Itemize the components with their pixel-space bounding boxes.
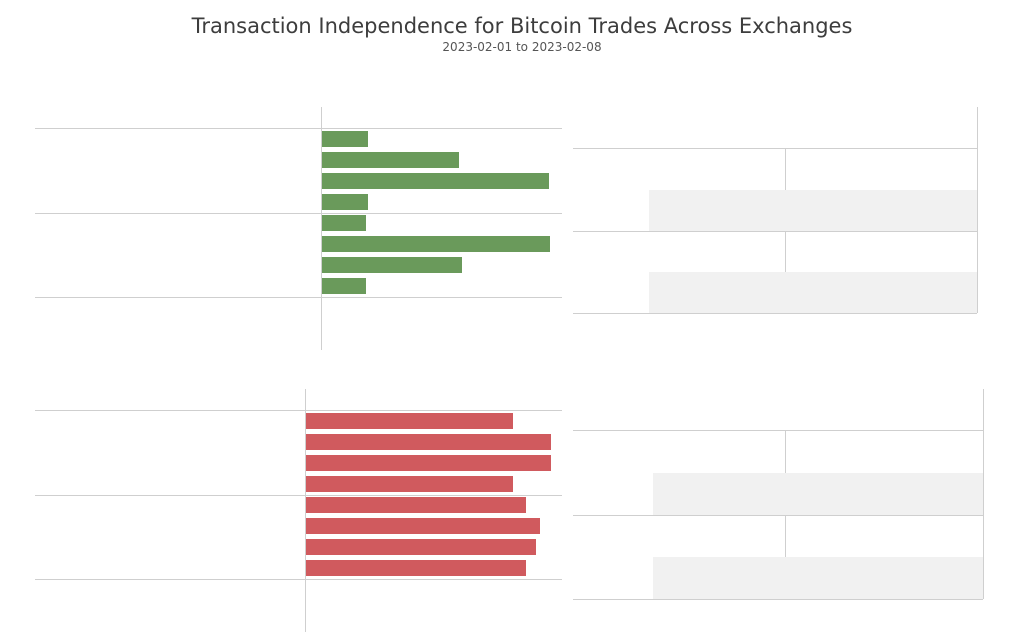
bar [306, 497, 526, 513]
plot-divider [305, 389, 306, 632]
chart-subtitle: 2023-02-01 to 2023-02-08 [442, 40, 602, 54]
chart-title: Transaction Independence for Bitcoin Tra… [191, 14, 853, 38]
table-group-rule [573, 599, 983, 600]
table-group-rule [573, 313, 977, 314]
bar [306, 476, 513, 492]
group-separator [35, 579, 562, 580]
header-rule [35, 410, 562, 411]
header-rule [35, 128, 562, 129]
group-separator [35, 297, 562, 298]
bar [322, 215, 366, 231]
bar [306, 413, 513, 429]
bar [322, 152, 459, 168]
row-shade [653, 473, 983, 515]
table-header-rule [573, 430, 983, 431]
bar [322, 257, 463, 273]
table-right-border [977, 107, 978, 313]
table-header-rule [573, 148, 977, 149]
bar [306, 560, 526, 576]
plot-divider [321, 107, 322, 350]
table-right-border [983, 389, 984, 599]
bar [322, 194, 369, 210]
table-group-rule [573, 231, 977, 232]
table-group-rule [573, 515, 983, 516]
bar [322, 173, 549, 189]
bar [306, 539, 536, 555]
bar [322, 236, 550, 252]
group-separator [35, 495, 562, 496]
bar [306, 434, 552, 450]
bar [306, 518, 541, 534]
bar [322, 131, 369, 147]
bar [306, 455, 552, 471]
group-separator [35, 213, 562, 214]
row-shade [653, 557, 983, 599]
bar [322, 278, 366, 294]
row-shade [649, 272, 977, 313]
row-shade [649, 190, 977, 231]
